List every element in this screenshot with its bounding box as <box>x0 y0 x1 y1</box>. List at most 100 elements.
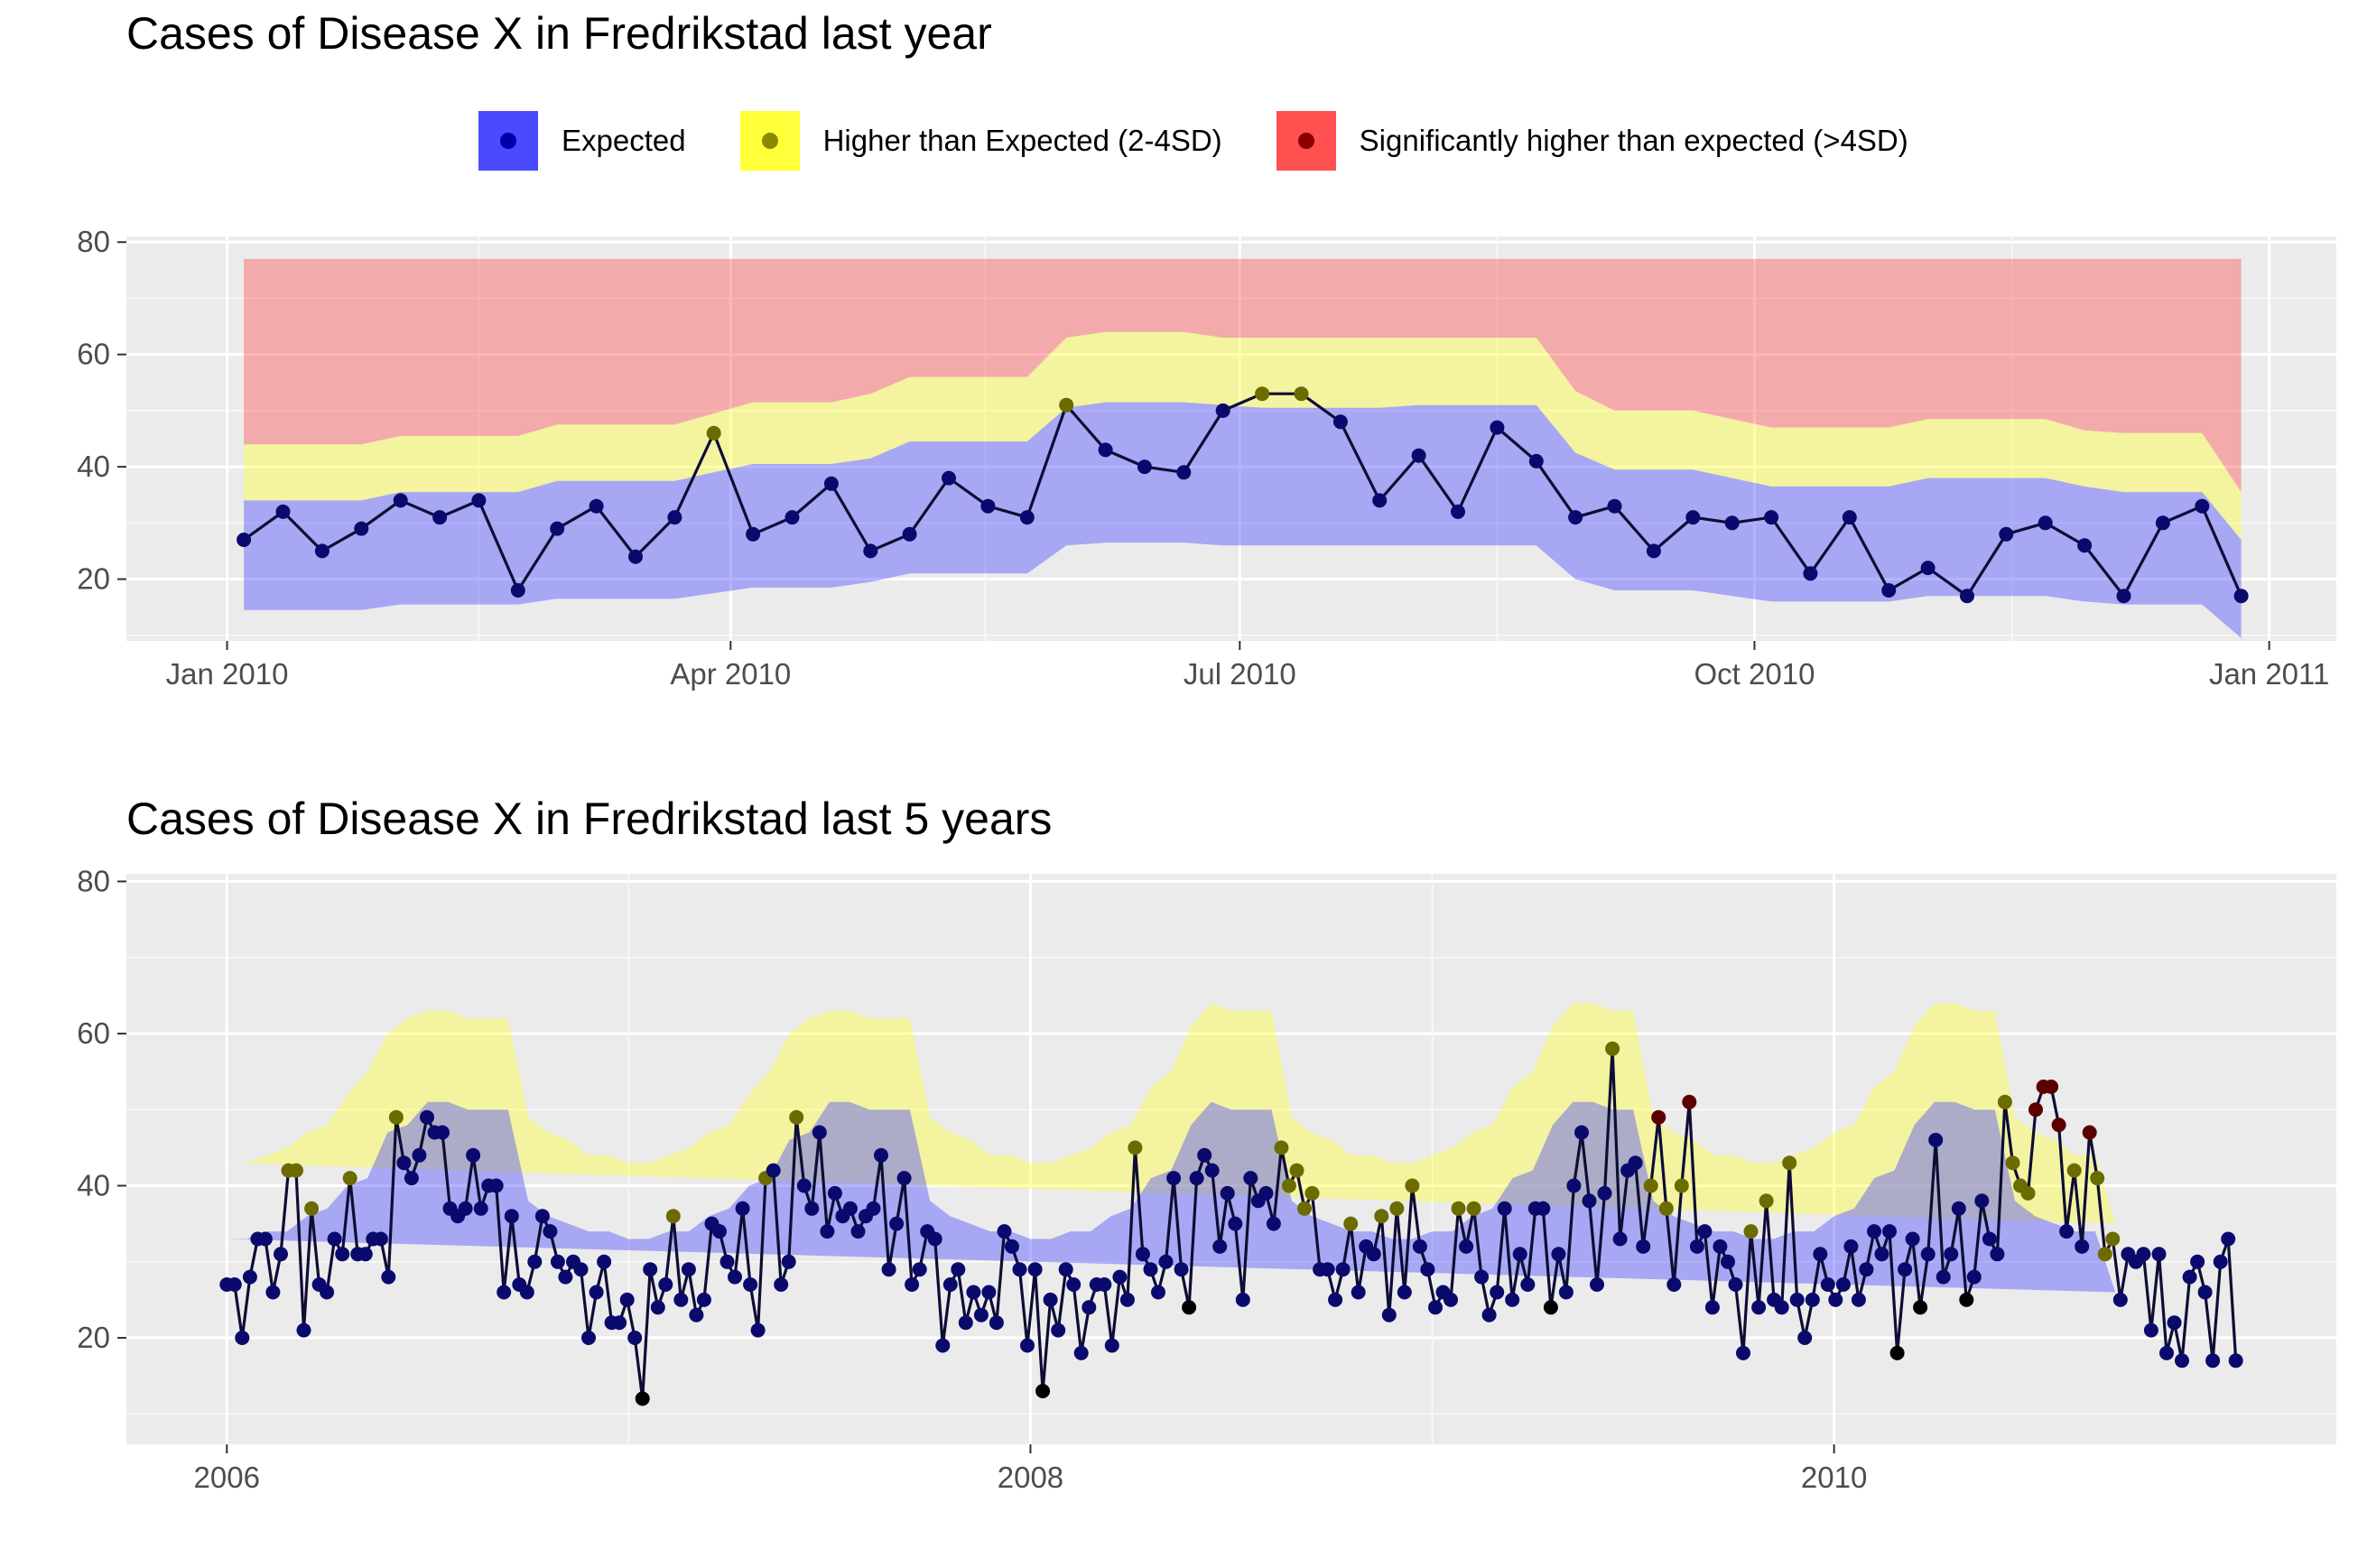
data-point-higher <box>342 1171 357 1186</box>
data-point <box>327 1231 342 1247</box>
y-tick-label: 80 <box>77 864 110 897</box>
data-point <box>1444 1292 1458 1307</box>
data-point <box>1104 1338 1119 1353</box>
data-point <box>712 1224 727 1239</box>
data-point <box>257 1231 273 1247</box>
data-point <box>1558 1285 1574 1300</box>
data-point <box>735 1201 750 1216</box>
data-point <box>381 1269 396 1285</box>
band-higher <box>244 331 2242 540</box>
data-point <box>2228 1353 2243 1369</box>
data-point <box>1189 1171 1204 1186</box>
data-point <box>912 1262 927 1277</box>
data-point <box>1590 1277 1604 1292</box>
data-point-below <box>1913 1300 1928 1315</box>
data-point <box>2205 1353 2221 1369</box>
data-point-higher <box>2020 1185 2036 1201</box>
data-point-higher <box>1255 386 1270 402</box>
data-point <box>1366 1247 1381 1262</box>
data-point <box>889 1216 905 1231</box>
data-point <box>357 1247 373 1262</box>
data-point <box>643 1262 658 1277</box>
data-point <box>510 583 525 598</box>
data-point <box>1697 1224 1713 1239</box>
data-point <box>1704 1300 1720 1315</box>
data-point <box>2112 1292 2128 1307</box>
data-point-higher <box>1304 1185 1320 1201</box>
data-point-higher <box>1374 1209 1389 1224</box>
data-point <box>1098 442 1113 458</box>
data-point <box>1020 1338 1035 1353</box>
data-point <box>981 1285 997 1300</box>
data-point <box>1005 1239 1019 1254</box>
data-point-higher <box>1281 1178 1296 1193</box>
data-point-higher <box>1343 1216 1359 1231</box>
data-point <box>980 498 996 514</box>
data-point <box>1051 1322 1066 1338</box>
data-point <box>335 1247 350 1262</box>
data-point <box>2151 1247 2167 1262</box>
data-point <box>1898 1262 1913 1277</box>
data-point <box>658 1277 673 1292</box>
legend-label-higher: Higher than Expected (2-4SD) <box>822 124 1222 157</box>
panel-last-year: 20 40 60 80 Jan 2010 Apr 2010 Jul 2010 Oct 2010… <box>77 225 2336 691</box>
data-point <box>1520 1277 1536 1292</box>
data-point-higher <box>789 1109 804 1125</box>
data-point-higher <box>1294 386 1309 402</box>
data-point <box>320 1285 335 1300</box>
y-tick-label: 40 <box>77 1168 110 1202</box>
data-point <box>1420 1262 1435 1277</box>
data-point <box>863 543 878 559</box>
data-point <box>1490 1285 1505 1300</box>
data-point <box>1497 1201 1512 1216</box>
x-tick-label: Jan 2011 <box>2209 657 2329 691</box>
data-point <box>432 510 448 525</box>
data-point-higher <box>1451 1201 1466 1216</box>
data-point <box>681 1262 696 1277</box>
data-point <box>989 1315 1004 1331</box>
data-point <box>1451 504 1465 519</box>
x-tick-label: 2010 <box>1801 1461 1867 1494</box>
data-point <box>2159 1345 2174 1360</box>
y-tick-label: 60 <box>77 338 110 371</box>
data-point <box>550 1254 565 1269</box>
y-tick-label: 20 <box>77 562 110 596</box>
data-point <box>2213 1254 2228 1269</box>
data-point <box>527 1254 543 1269</box>
data-point <box>2059 1224 2075 1239</box>
data-point <box>2075 1239 2090 1254</box>
data-point-higher <box>1759 1193 1774 1209</box>
data-point <box>905 1277 920 1292</box>
legend-item-expected: Expected <box>478 111 686 171</box>
data-point-significant <box>2051 1118 2066 1133</box>
data-point <box>784 510 800 525</box>
data-point <box>1843 1239 1859 1254</box>
data-point <box>1628 1155 1643 1171</box>
panel-background <box>126 874 2336 1444</box>
data-point <box>2143 1322 2158 1338</box>
data-point <box>2167 1315 2182 1331</box>
y-tick-label: 80 <box>77 225 110 258</box>
legend-dot-higher <box>761 133 778 149</box>
data-point <box>412 1147 427 1163</box>
data-point <box>927 1231 942 1247</box>
data-point <box>589 498 604 514</box>
data-point <box>274 1247 288 1262</box>
data-point <box>850 1224 866 1239</box>
data-point <box>1607 498 1622 514</box>
data-point <box>1960 589 1974 604</box>
data-point <box>1612 1231 1628 1247</box>
data-point <box>667 510 682 525</box>
data-point-higher <box>2066 1163 2082 1178</box>
data-point <box>612 1315 627 1331</box>
data-point <box>497 1285 512 1300</box>
data-point <box>435 1125 450 1140</box>
y-tick-label: 60 <box>77 1016 110 1050</box>
data-point <box>2116 589 2131 604</box>
data-point <box>973 1307 989 1322</box>
data-point <box>1166 1171 1182 1186</box>
data-point <box>1764 510 1779 525</box>
data-point-higher <box>2097 1247 2112 1262</box>
data-point <box>1058 1262 1073 1277</box>
data-point <box>1351 1285 1366 1300</box>
